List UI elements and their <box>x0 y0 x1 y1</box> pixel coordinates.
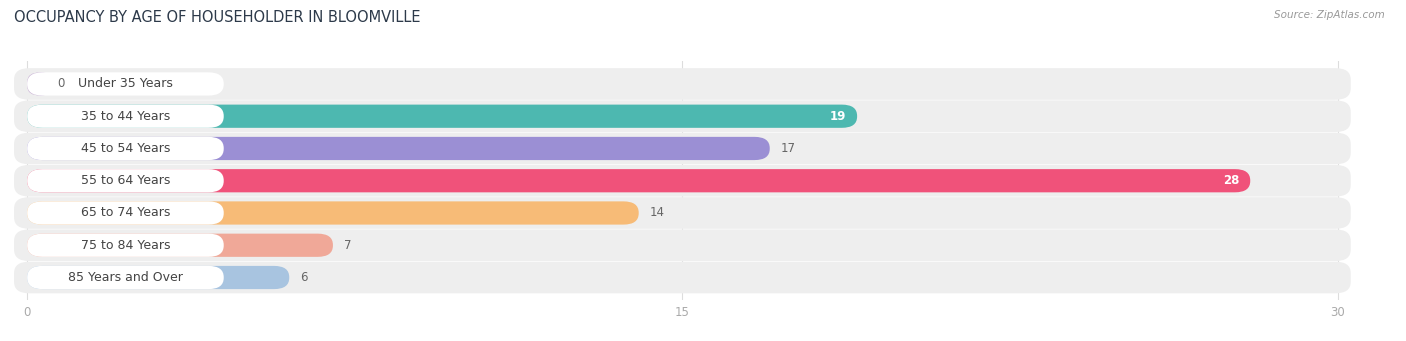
Text: 55 to 64 Years: 55 to 64 Years <box>80 174 170 187</box>
FancyBboxPatch shape <box>27 105 858 128</box>
Text: 6: 6 <box>299 271 308 284</box>
Text: 35 to 44 Years: 35 to 44 Years <box>80 110 170 123</box>
Text: 7: 7 <box>344 239 352 252</box>
FancyBboxPatch shape <box>14 262 1351 293</box>
FancyBboxPatch shape <box>27 202 638 225</box>
FancyBboxPatch shape <box>27 72 53 95</box>
Text: 17: 17 <box>780 142 796 155</box>
FancyBboxPatch shape <box>27 266 224 289</box>
FancyBboxPatch shape <box>27 105 224 128</box>
FancyBboxPatch shape <box>14 100 1351 132</box>
FancyBboxPatch shape <box>14 229 1351 261</box>
FancyBboxPatch shape <box>27 137 769 160</box>
FancyBboxPatch shape <box>27 72 224 95</box>
Text: 85 Years and Over: 85 Years and Over <box>67 271 183 284</box>
Text: 19: 19 <box>830 110 846 123</box>
FancyBboxPatch shape <box>14 165 1351 196</box>
Text: Under 35 Years: Under 35 Years <box>77 77 173 90</box>
FancyBboxPatch shape <box>27 169 1250 192</box>
Text: 0: 0 <box>58 77 65 90</box>
Text: 45 to 54 Years: 45 to 54 Years <box>80 142 170 155</box>
FancyBboxPatch shape <box>27 137 224 160</box>
Text: 14: 14 <box>650 207 665 220</box>
Text: 75 to 84 Years: 75 to 84 Years <box>80 239 170 252</box>
FancyBboxPatch shape <box>27 169 224 192</box>
Text: OCCUPANCY BY AGE OF HOUSEHOLDER IN BLOOMVILLE: OCCUPANCY BY AGE OF HOUSEHOLDER IN BLOOM… <box>14 10 420 25</box>
FancyBboxPatch shape <box>14 68 1351 100</box>
FancyBboxPatch shape <box>27 234 333 257</box>
FancyBboxPatch shape <box>14 133 1351 164</box>
Text: Source: ZipAtlas.com: Source: ZipAtlas.com <box>1274 10 1385 20</box>
Text: 65 to 74 Years: 65 to 74 Years <box>80 207 170 220</box>
FancyBboxPatch shape <box>27 202 224 225</box>
FancyBboxPatch shape <box>27 234 224 257</box>
FancyBboxPatch shape <box>27 266 290 289</box>
FancyBboxPatch shape <box>14 197 1351 229</box>
Text: 28: 28 <box>1223 174 1239 187</box>
